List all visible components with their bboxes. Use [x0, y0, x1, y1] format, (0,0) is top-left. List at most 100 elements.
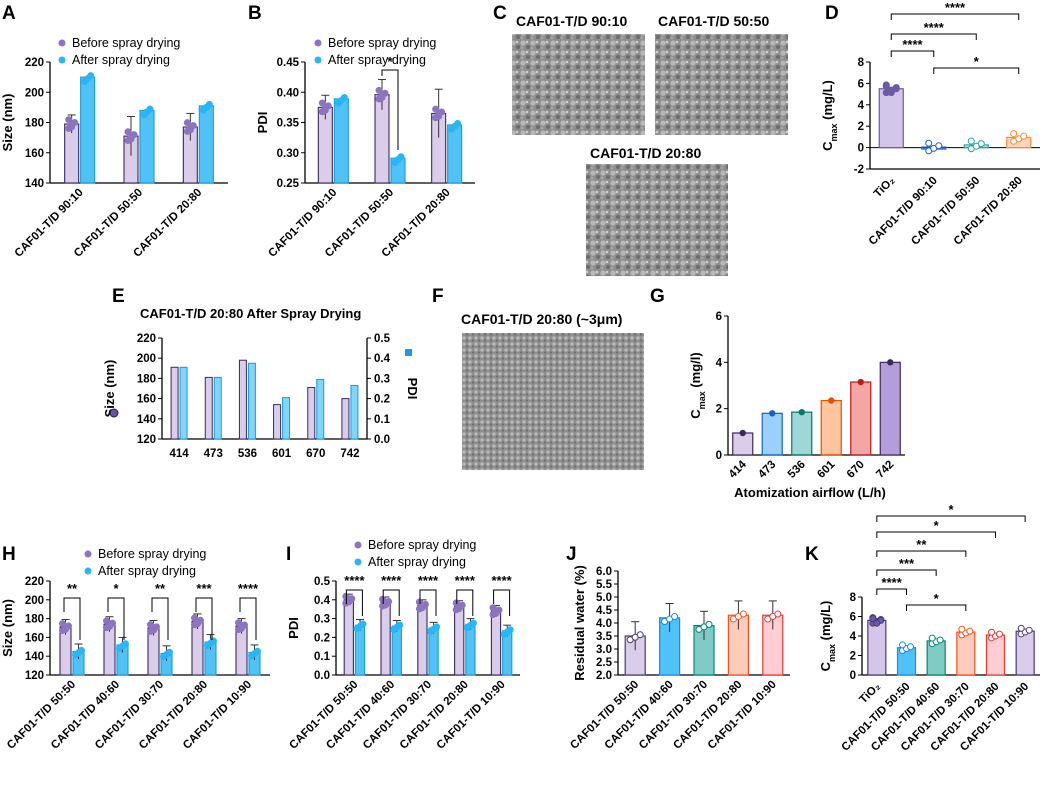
- chart-a-ylabel: Size (nm): [0, 94, 15, 152]
- chart-j-xtick-label-4: CAF01-T/D 10:90: [706, 679, 779, 752]
- chart-i-s0-c4-dot-3: [489, 604, 497, 612]
- sem-image-2080: [586, 164, 728, 276]
- chart-i-xtick-label-3: CAF01-T/D 20:80: [398, 679, 471, 752]
- chart-i-xtick-label-0: CAF01-T/D 50:50: [287, 679, 360, 752]
- chart-i-xtick-label-4: CAF01-T/D 10:90: [435, 679, 508, 752]
- panel-label-d: D: [825, 3, 839, 24]
- chart-j-ytick-label-3: 3.5: [596, 631, 613, 643]
- chart-a-bar-after-0: [80, 76, 96, 184]
- chart-b-s0-c0-dot-3: [318, 99, 326, 107]
- chart-i-s0-c0-dot-4: [345, 598, 353, 606]
- chart-h-legend-label-0: Before spray drying: [98, 547, 206, 561]
- chart-a-legend-marker-0: [58, 39, 66, 47]
- chart-k-c1-dot-3: [899, 641, 906, 649]
- chart-i-s1-c2-dot-2: [433, 623, 441, 631]
- chart-h-sig-label-4: ****: [238, 581, 259, 596]
- chart-a-s0-c2-dot-4: [186, 126, 194, 134]
- chart-i-bar-after-2: [428, 627, 439, 676]
- chart-h-s0-c3-dot-4: [194, 620, 201, 628]
- panel-label-i: I: [286, 544, 291, 565]
- chart-e-xtick-label-3: 601: [272, 448, 292, 460]
- chart-i-sig-label-0: ****: [344, 573, 365, 588]
- panel-label-k: K: [805, 544, 819, 565]
- chart-e-bar-pdi-0: [179, 366, 188, 440]
- chart-h-s0-c0-dot-3: [59, 620, 66, 628]
- chart-h-sig-label-1: *: [113, 581, 119, 596]
- chart-b-legend-label-1: After spray drying: [328, 53, 426, 67]
- chart-h-sig-bracket-2: [151, 597, 169, 640]
- chart-k-sig-bracket-0: [876, 515, 1026, 522]
- sem-image-5050: [655, 34, 788, 135]
- chart-b-bar-after-0: [333, 98, 349, 184]
- chart-d-c0-dot-5: [892, 85, 900, 93]
- chart-k-ytick-label-4: 8: [850, 592, 857, 604]
- chart-i-s0-c2-dot-4: [418, 604, 426, 612]
- chart-b-s0-c1-dot-4: [378, 94, 386, 102]
- chart-k-c4-dot-3: [988, 628, 995, 636]
- chart-d-c1-dot-2: [935, 142, 943, 150]
- chart-k-c4-dot-2: [996, 630, 1003, 638]
- chart-g-xlabel: Atomization airflow (L/h): [734, 485, 886, 500]
- chart-b-s0-c0-dot-4: [321, 106, 329, 114]
- chart-k-c1-dot-2: [907, 643, 914, 651]
- chart-e-bar-pdi-1: [213, 376, 222, 440]
- chart-h-s1-c4-dot-2: [254, 647, 261, 655]
- chart-b-ytick-label-1: 0.30: [277, 148, 299, 160]
- chart-b-bar-after-2: [447, 124, 463, 184]
- chart-d-ytick-label-5: 8: [858, 57, 865, 69]
- chart-j-ytick-label-4: 4.0: [596, 618, 612, 630]
- chart-i-s0-c1-dot-4: [382, 601, 390, 609]
- chart-e-ytick-label-1: 140: [137, 414, 156, 426]
- chart-a-bar-after-1: [139, 109, 155, 184]
- chart-h-s0-c4-dot-3: [235, 619, 242, 627]
- chart-a-legend-label-0: Before spray drying: [72, 36, 180, 50]
- chart-j-ytick-label-8: 6.0: [596, 566, 612, 578]
- chart-k-sig-bracket-3: [876, 569, 937, 576]
- chart-e-ylabel: Size (nm): [102, 360, 117, 418]
- chart-i-xtick-label-1: CAF01-T/D 40:60: [324, 679, 397, 752]
- chart-h-sig-bracket-4: [239, 597, 257, 640]
- chart-h-s1-c1-dot-2: [122, 640, 129, 648]
- chart-g-ytick-label-3: 6: [716, 311, 722, 323]
- chart-e-y2tick-label-4: 0.4: [374, 353, 391, 365]
- chart-k-c5-dot-2: [1025, 626, 1033, 634]
- chart-g-dot-5: [887, 359, 894, 366]
- chart-k-sig-bracket-2: [876, 550, 967, 557]
- chart-g-ytick-label-1: 2: [716, 404, 722, 416]
- chart-g-dot-2: [798, 408, 805, 416]
- chart-i-s1-c4-dot-2: [506, 626, 514, 634]
- chart-e-bar-pdi-5: [350, 384, 359, 440]
- chart-e-bar-pdi-2: [247, 362, 256, 440]
- chart-i-bar-after-0: [354, 624, 366, 676]
- chart-i-bar-before-1: [380, 602, 391, 676]
- chart-g-xtick-label-5: 742: [874, 459, 896, 481]
- chart-g-xtick-label-1: 473: [756, 459, 778, 481]
- chart-a-legend-marker-1: [58, 56, 66, 64]
- chart-g-ytick-label-2: 4: [716, 357, 723, 369]
- chart-h-ytick-label-0: 120: [25, 670, 44, 682]
- chart-i-legend-marker-1: [354, 558, 362, 566]
- chart-i-bar-before-0: [343, 599, 354, 676]
- chart-a-s0-c0-dot-3: [65, 116, 73, 124]
- chart-k-sig-label-3: ***: [899, 556, 915, 571]
- chart-g-bar-2: [791, 411, 813, 456]
- sem-image-f: [462, 333, 644, 470]
- chart-h-sig-label-2: **: [155, 581, 166, 596]
- chart-e-ytick-label-0: 120: [137, 434, 156, 446]
- chart-g-bar-4: [850, 381, 872, 456]
- chart-h-s0-c2-dot-3: [147, 621, 154, 629]
- chart-i-sig-bracket-4: [493, 589, 511, 616]
- chart-k-ytick-label-2: 4: [850, 631, 857, 643]
- chart-e-bar-pdi-4: [316, 378, 325, 440]
- chart-i-s0-c0-dot-3: [342, 592, 350, 600]
- chart-j-c4-dot-2: [774, 610, 782, 618]
- chart-k-bar-4: [985, 634, 1006, 676]
- chart-d-sig-bracket-0: [890, 13, 1020, 20]
- chart-i-s1-c0-dot-2: [359, 620, 367, 628]
- chart-b-s1-c2-dot-2: [454, 119, 462, 127]
- chart-i-s0-c3-dot-3: [452, 599, 460, 607]
- chart-b-legend-label-0: Before spray drying: [328, 36, 436, 50]
- chart-h-sig-bracket-3: [195, 597, 213, 640]
